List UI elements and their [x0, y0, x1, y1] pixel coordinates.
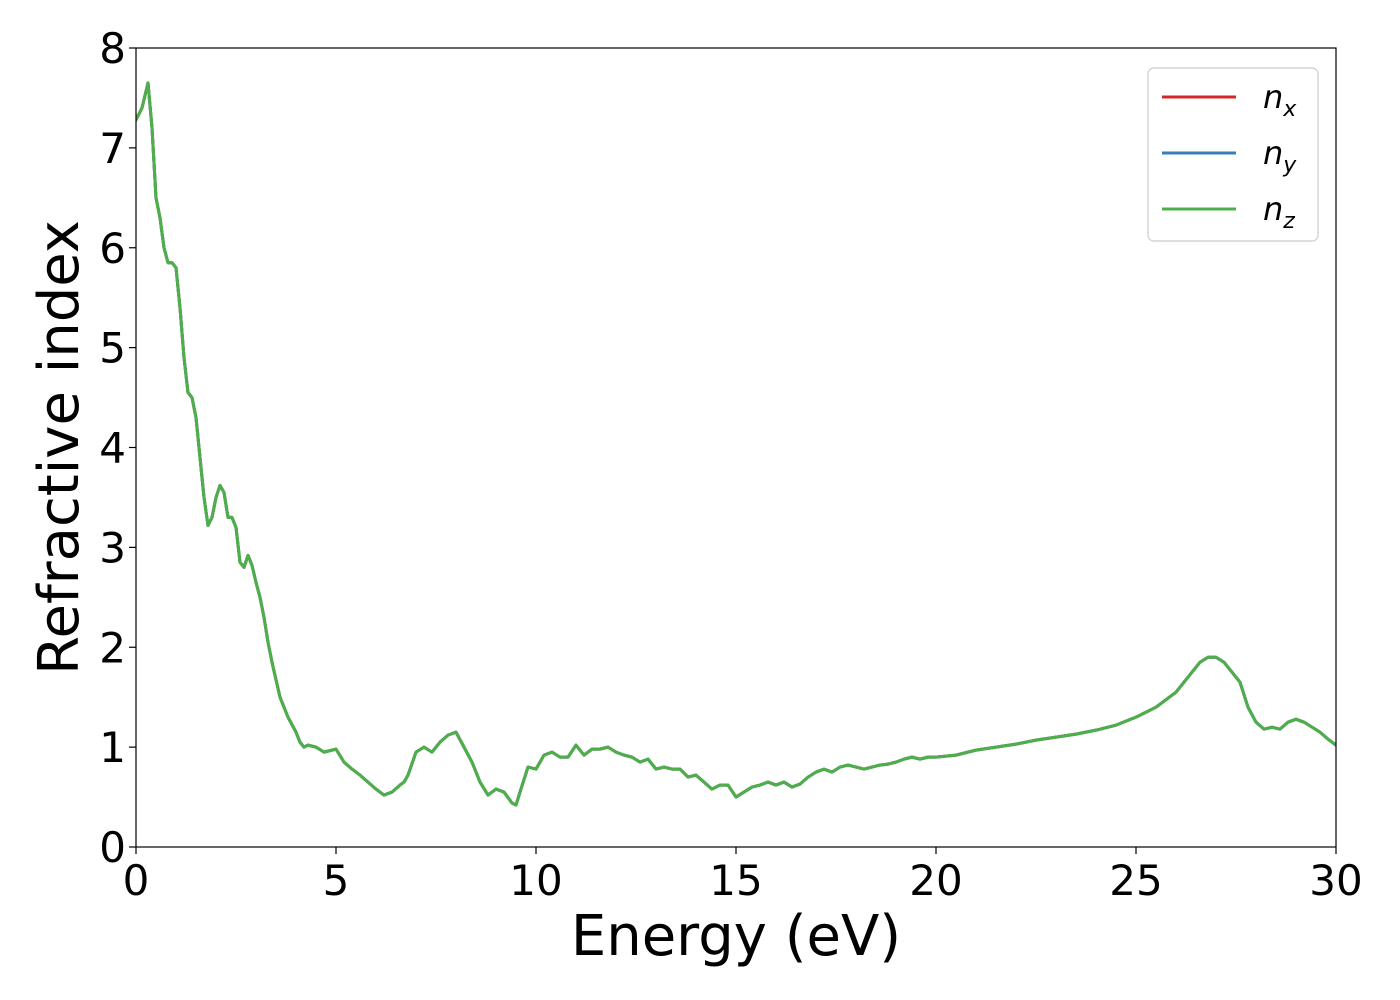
y-tick-label: 4	[99, 424, 126, 473]
legend-label-base: n	[1263, 190, 1283, 228]
x-axis-ticks: 0 5 10 15 20 25 30	[123, 847, 1363, 905]
y-tick-label: 6	[99, 224, 126, 273]
x-tick-label: 25	[1109, 856, 1162, 905]
legend-label-subscript: y	[1282, 153, 1297, 178]
y-tick-label: 7	[99, 124, 126, 173]
x-tick-label: 15	[709, 856, 762, 905]
y-tick-label: 0	[99, 823, 126, 872]
legend-label-base: n	[1263, 134, 1283, 172]
legend-label-n-z: nz	[1263, 190, 1295, 234]
y-tick-label: 3	[99, 523, 126, 572]
legend-label-n-y: ny	[1263, 134, 1297, 178]
series-layer	[136, 81, 1336, 807]
x-tick-label: 5	[323, 856, 350, 905]
y-tick-label: 1	[99, 723, 126, 772]
legend-label-base: n	[1263, 78, 1283, 116]
x-tick-label: 0	[123, 856, 150, 905]
y-axis-title: Refractive index	[27, 220, 92, 675]
y-tick-label: 8	[99, 24, 126, 73]
legend-label-n-x: nx	[1263, 78, 1297, 122]
x-tick-label: 30	[1309, 856, 1362, 905]
x-tick-label: 10	[509, 856, 562, 905]
y-tick-label: 2	[99, 623, 126, 672]
y-tick-label: 5	[99, 324, 126, 373]
legend-label-subscript: z	[1282, 209, 1295, 234]
legend-label-subscript: x	[1282, 97, 1297, 122]
y-axis-ticks: 0 1 2 3 4 5 6 7 8	[99, 24, 136, 872]
x-axis-title: Energy (eV)	[571, 904, 901, 969]
series-line-n-z	[136, 81, 1336, 807]
x-tick-label: 20	[909, 856, 962, 905]
